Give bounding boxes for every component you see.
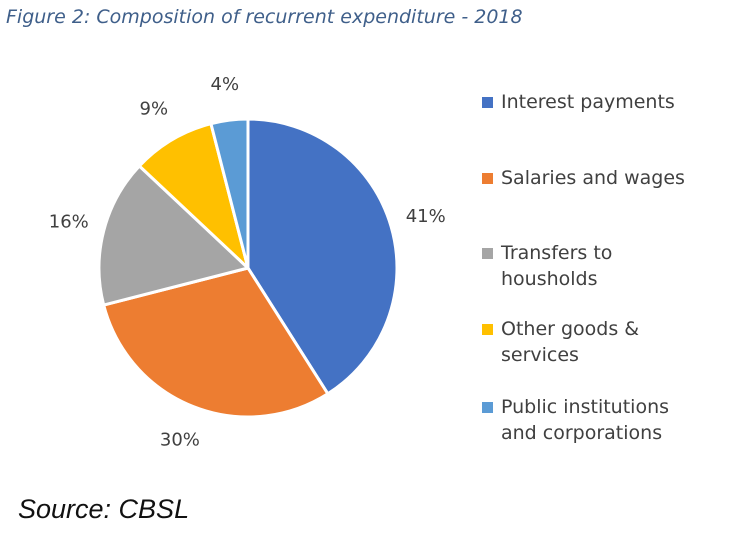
chart-title: Figure 2: Composition of recurrent expen… (6, 6, 523, 28)
legend-swatch-transfers-to-housholds (482, 248, 493, 259)
pie-slice-public-institutions-and-corporations (209, 117, 250, 270)
legend-label-transfers-to-housholds: Transfers to housholds (501, 242, 613, 290)
legend-swatch-public-institutions (482, 402, 493, 413)
legend-swatch-salaries-and-wages (482, 173, 493, 184)
data-label-transfers-to-housholds: 16% (49, 212, 89, 233)
data-label-salaries-and-wages: 30% (160, 430, 200, 451)
source-note: Source: CBSL (18, 494, 190, 524)
data-label-public-institutions-and-corporations: 4% (211, 74, 240, 95)
legend-swatch-other-goods-services (482, 324, 493, 335)
legend-swatch-interest-payments (482, 97, 493, 108)
legend-label-other-goods-services: Other goods & services (501, 318, 640, 366)
legend-label-public-institutions: Public institutions and corporations (501, 396, 670, 444)
data-label-interest-payments: 41% (406, 206, 446, 227)
pie-slice-other-goods-services (137, 122, 250, 270)
legend-label-interest-payments: Interest payments (501, 91, 675, 113)
legend-label-salaries-and-wages: Salaries and wages (501, 167, 685, 189)
data-label-other-goods-services: 9% (140, 98, 169, 119)
pie-slice-salaries-and-wages (102, 266, 330, 419)
pie-slice-transfers-to-housholds (97, 164, 250, 307)
